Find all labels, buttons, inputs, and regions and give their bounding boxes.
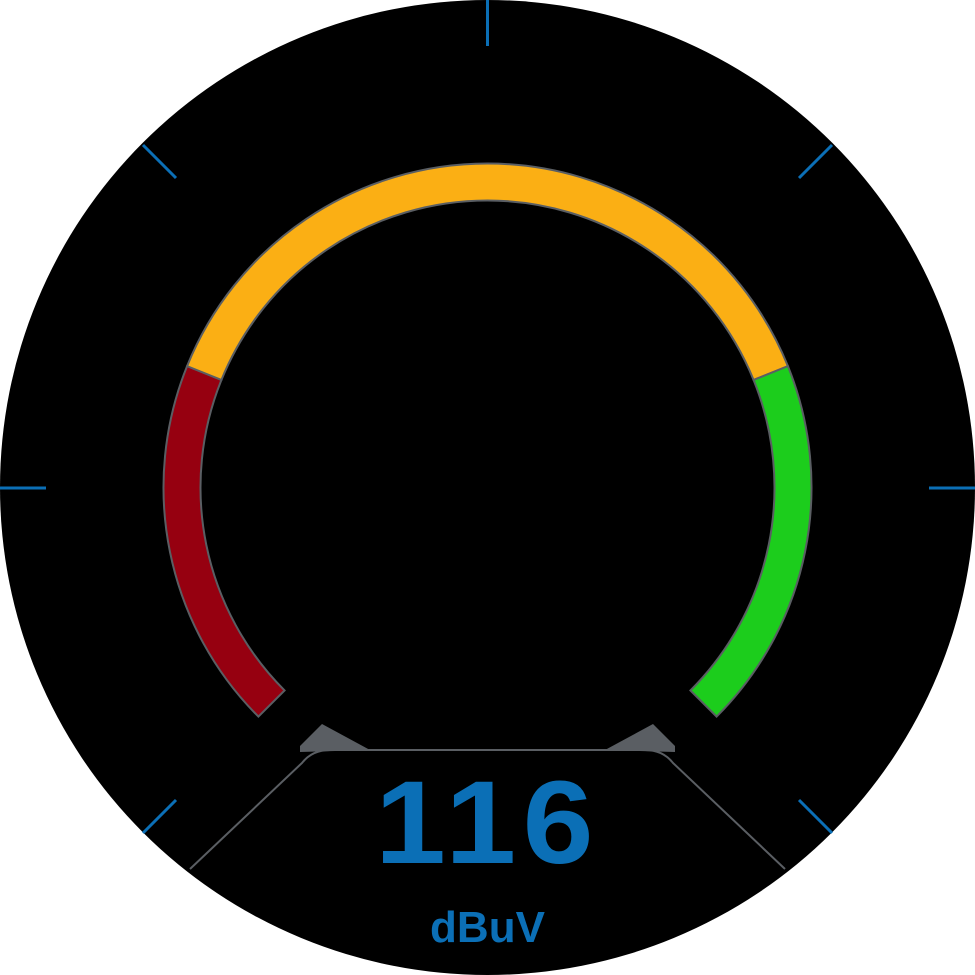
tick-mark-top-left xyxy=(141,143,178,180)
gauge-unit: dBuV xyxy=(430,903,545,952)
gauge-value: 116 xyxy=(374,757,601,889)
gauge-band-high xyxy=(689,364,813,719)
band-endcap-left xyxy=(300,724,370,752)
tick-mark-bottom-right xyxy=(797,798,834,835)
tick-mark-bottom-left xyxy=(141,798,178,835)
tick-mark-top-right xyxy=(797,143,834,180)
band-endcap-right xyxy=(605,724,675,752)
tick-marks xyxy=(0,0,975,835)
gauge-bands xyxy=(162,162,813,719)
